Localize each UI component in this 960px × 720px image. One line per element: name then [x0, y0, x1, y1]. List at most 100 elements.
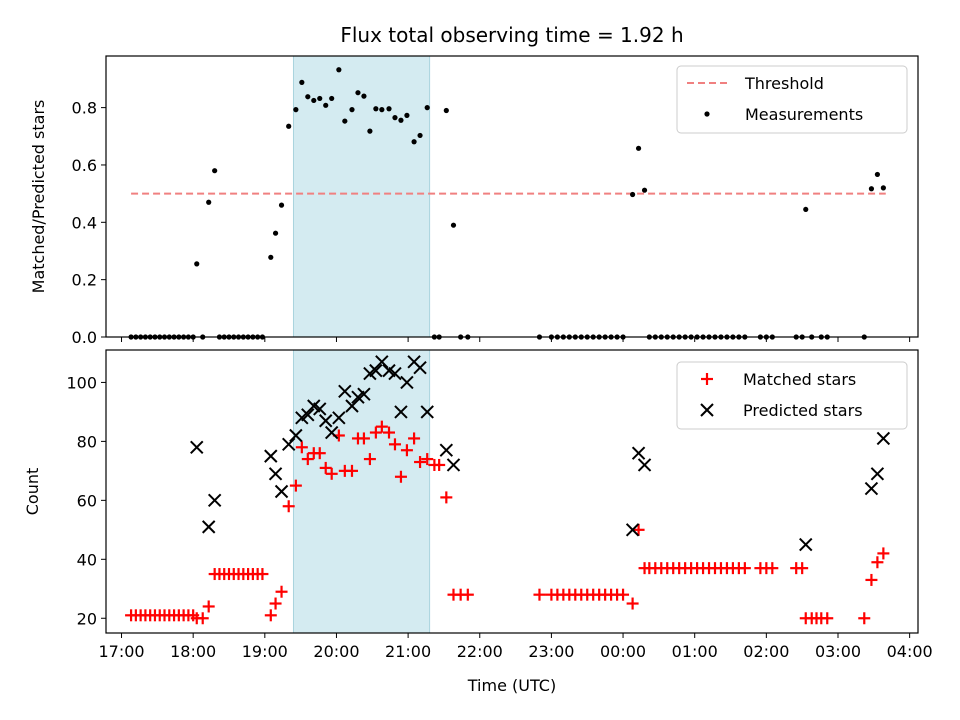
- predicted-star-point: [864, 481, 879, 496]
- x-tick-label: 03:00: [815, 642, 861, 661]
- predicted-star-point: [394, 405, 408, 419]
- measurement-point: [272, 230, 279, 236]
- predicted-star-point: [274, 484, 289, 499]
- matched-star-point: [325, 467, 338, 480]
- matched-star-point: [533, 588, 546, 601]
- predicted-star-point: [420, 405, 434, 419]
- predicted-star-point: [631, 446, 646, 460]
- predicted-star-point: [369, 363, 383, 378]
- matched-star-point: [202, 600, 215, 613]
- matched-star-point: [295, 441, 308, 454]
- predicted-star-point: [324, 425, 339, 440]
- matched-star-point: [858, 612, 871, 625]
- observing-span-top: [292, 55, 431, 338]
- measurement-point: [373, 106, 379, 112]
- predicted-star-point: [345, 399, 359, 413]
- measurement-point: [349, 107, 355, 113]
- predicted-star-point: [268, 467, 283, 481]
- matched-star-point: [369, 426, 382, 439]
- matched-star-point: [375, 420, 388, 433]
- matched-star-point: [414, 456, 427, 469]
- matched-star-point: [363, 453, 376, 466]
- count-panel: 20 40 60 80 100 17:00 18:00 19:00 20:00 21:00 22:…: [23, 349, 933, 695]
- predicted-star-point: [281, 437, 296, 452]
- predicted-star-point: [338, 384, 352, 398]
- matched-star-point: [357, 432, 370, 445]
- x-tick-label: 02:00: [743, 642, 789, 661]
- measurement-point: [355, 90, 361, 96]
- legend-measurements-swatch: [704, 111, 710, 117]
- measurement-point: [329, 95, 335, 102]
- measurement-point: [286, 123, 292, 129]
- matched-star-point: [871, 556, 884, 569]
- y-tick-label: 0.0: [72, 328, 97, 347]
- matched-star-point: [877, 547, 890, 560]
- measurement-point: [404, 112, 410, 118]
- matched-star-point: [264, 609, 277, 622]
- measurement-point: [635, 145, 642, 151]
- y-tick-label: 0.4: [72, 213, 97, 232]
- matched-star-point: [301, 453, 314, 466]
- x-tick-label: 20:00: [313, 642, 359, 661]
- ratio-panel: 0.00.20.40.60.8 Matched/Predicted stars …: [29, 55, 919, 347]
- matched-star-point: [738, 562, 751, 575]
- x-tick-label: 00:00: [600, 642, 646, 661]
- y-tick-label: 100: [66, 373, 97, 392]
- y-tick-label: 80: [77, 432, 97, 451]
- legend-predicted-label: Predicted stars: [743, 401, 863, 420]
- measurement-point: [367, 128, 373, 134]
- measurement-point: [278, 202, 285, 208]
- x-tick-label: 21:00: [385, 642, 431, 661]
- predicted-star-point: [375, 355, 389, 369]
- measurement-point: [299, 79, 305, 85]
- legend-matched-swatch: [701, 373, 713, 385]
- matched-star-point: [766, 562, 779, 575]
- count-y-ticks: 20 40 60 80 100: [66, 373, 106, 628]
- predicted-star-point: [289, 428, 303, 443]
- x-axis-label: Time (UTC): [467, 676, 556, 695]
- matched-star-point: [313, 447, 326, 460]
- ratio-legend-box: [676, 65, 908, 134]
- measurement-point: [305, 94, 311, 100]
- predicted-star-point: [190, 440, 204, 454]
- measurement-point: [386, 106, 392, 112]
- count-legend: Matched stars Predicted stars: [676, 361, 908, 430]
- ratio-axes-frame: [105, 55, 919, 338]
- measurement-point: [443, 107, 449, 114]
- matched-star-point: [319, 461, 332, 474]
- matched-star-point: [865, 573, 878, 586]
- x-tick-label: 01:00: [672, 642, 718, 661]
- matched-star-point: [282, 500, 295, 513]
- matched-star-point: [408, 432, 421, 445]
- measurement-point: [398, 117, 404, 123]
- matched-star-point: [461, 588, 474, 601]
- measurement-point: [342, 118, 348, 124]
- measurement-point: [641, 187, 648, 193]
- matched-star-point: [796, 562, 809, 575]
- predicted-star-point: [388, 366, 402, 381]
- measurement-point: [630, 191, 636, 198]
- count-points: [125, 355, 891, 625]
- predicted-star-point: [876, 431, 891, 446]
- matched-star-point: [269, 597, 282, 610]
- matched-star-point: [821, 612, 834, 625]
- matched-star-point: [196, 612, 209, 625]
- measurement-point: [293, 107, 299, 113]
- y-tick-label: 60: [77, 491, 97, 510]
- matched-star-point: [388, 438, 401, 451]
- legend-threshold-label: Threshold: [744, 74, 824, 93]
- measurement-point: [874, 171, 881, 178]
- x-tick-label: 18:00: [170, 642, 216, 661]
- measurement-point: [311, 97, 317, 104]
- ratio-y-axis-label: Matched/Predicted stars: [29, 100, 48, 294]
- x-tick-label: 19:00: [242, 642, 288, 661]
- predicted-star-point: [413, 360, 427, 375]
- measurement-point: [880, 185, 886, 191]
- measurement-point: [450, 222, 457, 228]
- predicted-star-point: [400, 375, 414, 390]
- measurement-point: [317, 95, 323, 102]
- measurement-point: [336, 67, 342, 73]
- predicted-star-point: [625, 523, 640, 537]
- matched-star-point: [421, 453, 434, 466]
